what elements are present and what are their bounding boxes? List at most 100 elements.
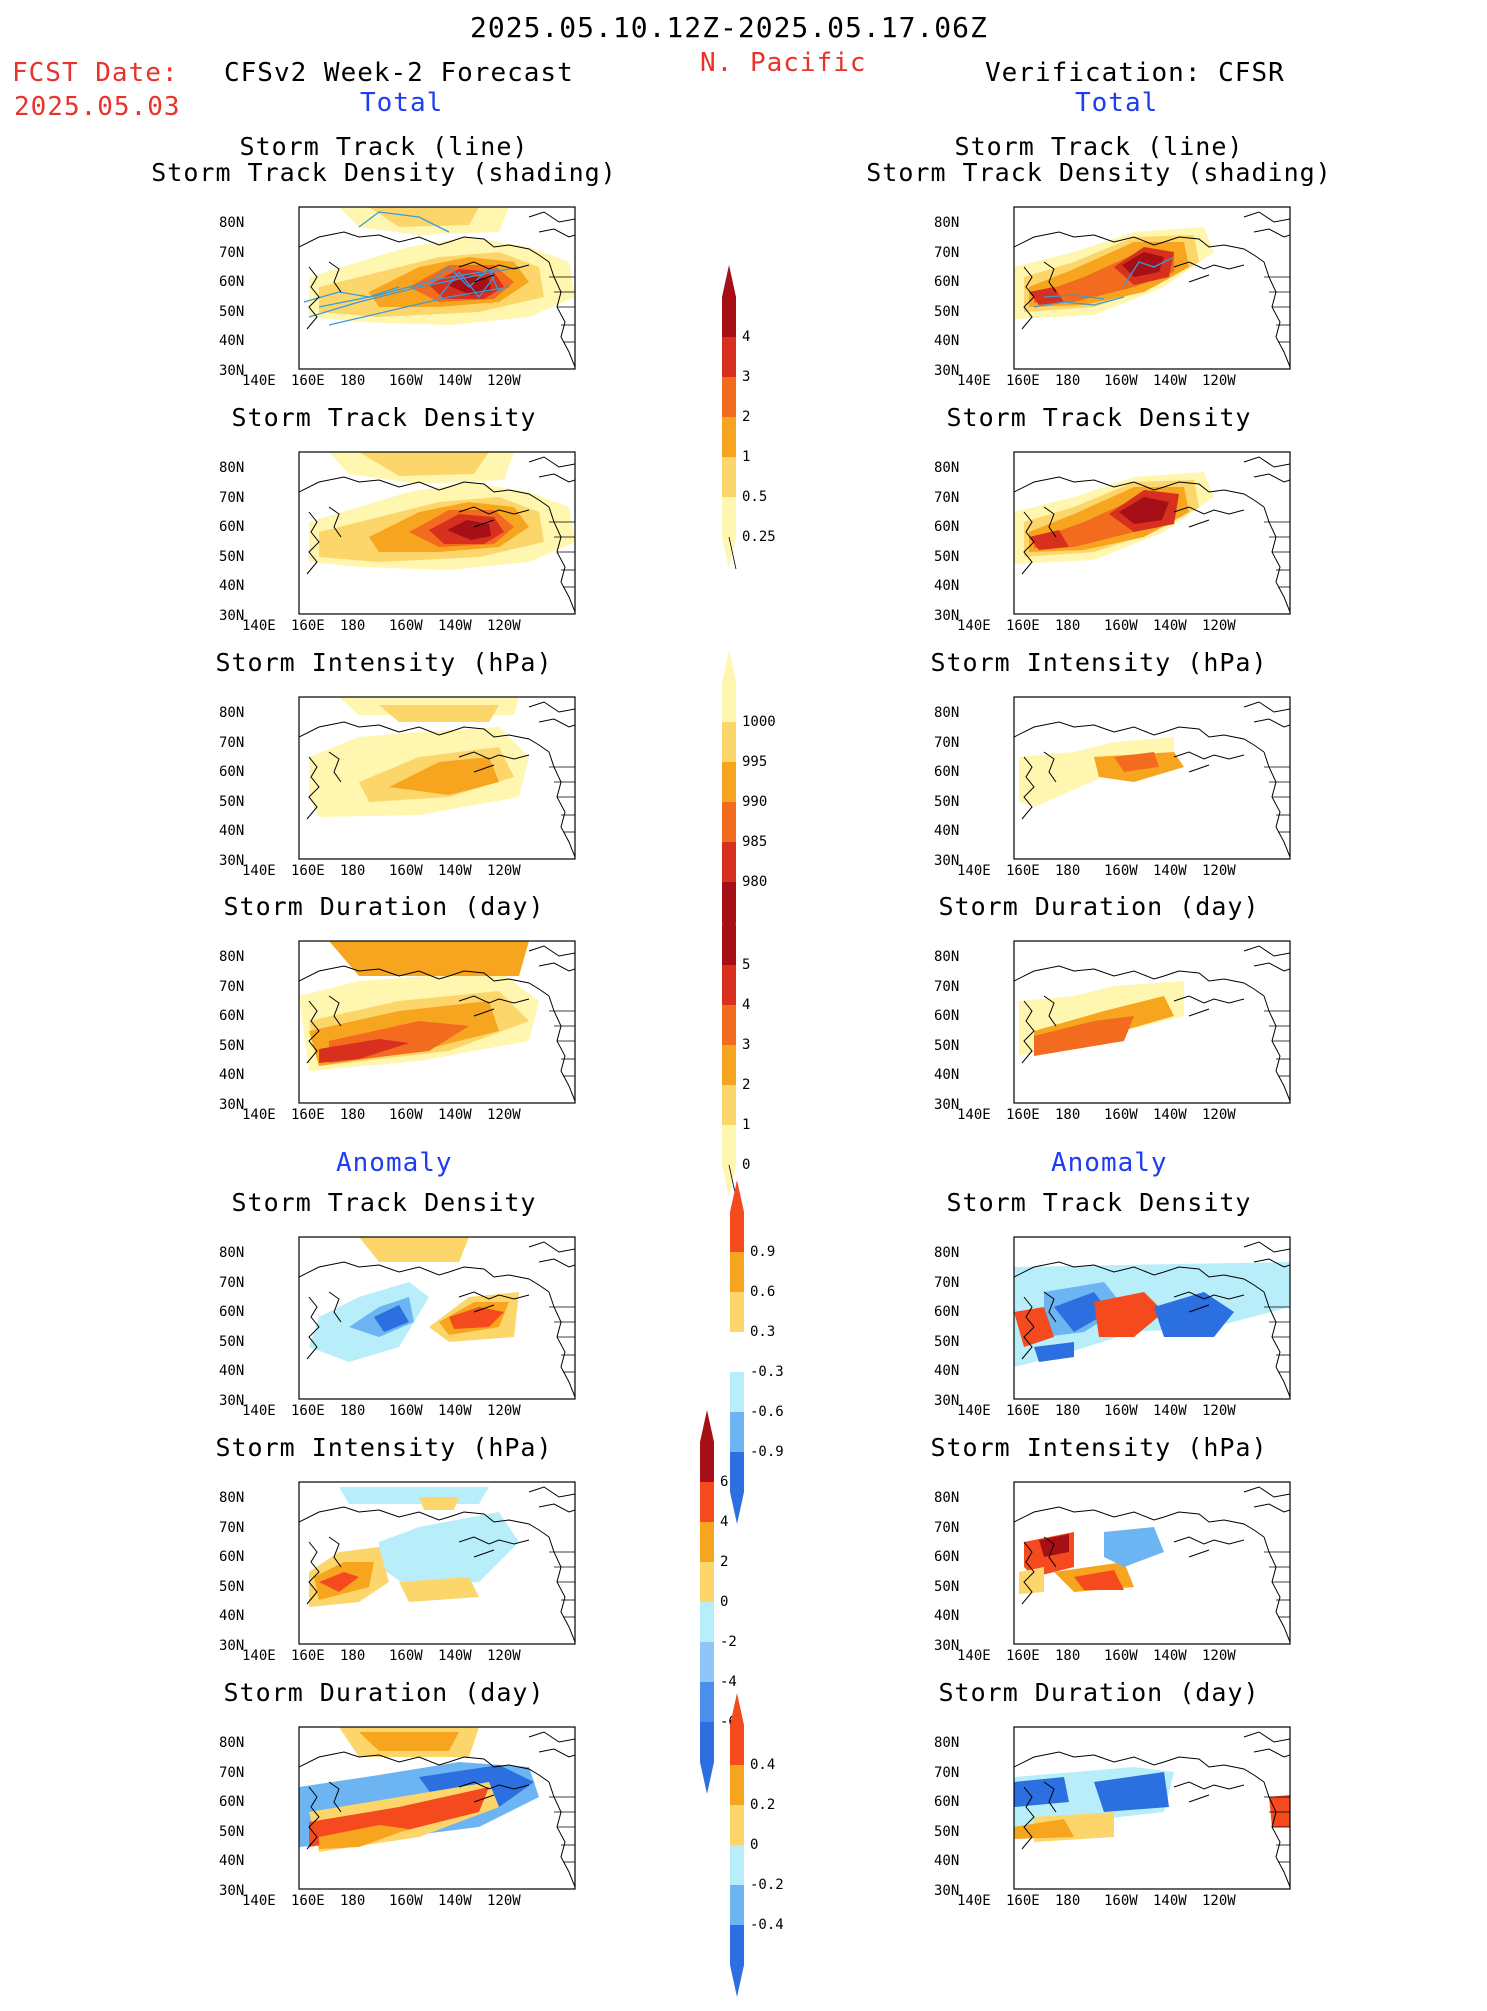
lat-tick-label: 80N xyxy=(219,1490,245,1506)
lat-tick-label: 40N xyxy=(219,823,245,839)
colorbar-duration: 5 4 3 2 1 0 xyxy=(722,893,752,1211)
lat-tick-label: 60N xyxy=(219,764,245,780)
lat-tick-label: 70N xyxy=(219,1764,245,1781)
lat-tick-label: 30N xyxy=(219,362,245,379)
map-right-track: 80N 70N 60N 50N 40N 30N 140E 160E 180 160W 140W 120… xyxy=(934,197,1291,389)
lon-tick-label: 180 xyxy=(340,1893,366,1909)
fcst-date-value: 2025.05.03 xyxy=(14,92,181,122)
lat-tick-label: 60N xyxy=(219,1008,245,1024)
lat-tick-label: 40N xyxy=(934,578,960,594)
lon-tick-label: 120W xyxy=(1202,373,1236,389)
lat-tick-label: 50N xyxy=(934,303,960,320)
colorbar-tick-label: -2 xyxy=(720,1634,737,1650)
lon-tick-label: 120W xyxy=(1202,1107,1236,1123)
colorbar-tick-label: -0.4 xyxy=(750,1917,784,1933)
map-left-anom-duration: 80N 70N 60N 50N 40N 30N 140E 160E 180 160W 140W 120… xyxy=(219,1717,576,1909)
lat-tick-label: 40N xyxy=(219,1067,245,1083)
map-right-anom-duration: 80N 70N 60N 50N 40N 30N 140E 160E 180 160W 140W 120… xyxy=(934,1717,1291,1909)
map-right-anom-intensity: 80N 70N 60N 50N 40N 30N 140E 160E 180 160W 140W 120… xyxy=(934,1472,1291,1664)
lon-tick-label: 160E xyxy=(1006,373,1040,389)
left-column-title: CFSv2 Week-2 Forecast xyxy=(224,58,574,88)
lat-tick-label: 80N xyxy=(219,949,245,965)
lat-tick-label: 60N xyxy=(219,274,245,290)
lat-tick-label: 40N xyxy=(219,333,245,349)
left-title-density: Storm Track Density xyxy=(231,403,537,432)
lon-tick-label: 140E xyxy=(242,1893,276,1909)
lat-tick-label: 80N xyxy=(219,1735,245,1751)
map-right-anom-density: 80N 70N 60N 50N 40N 30N 140E 160E 180 160W 140W 120… xyxy=(934,1227,1291,1419)
lat-tick-label: 50N xyxy=(934,1037,960,1054)
lat-tick-label: 60N xyxy=(934,764,960,780)
lon-tick-label: 140E xyxy=(957,1648,991,1664)
colorbar-tick-label: 1 xyxy=(742,1117,751,1133)
colorbar-tick-label: 5 xyxy=(742,957,751,973)
lat-tick-label: 70N xyxy=(934,978,960,995)
lon-tick-label: 140E xyxy=(957,1893,991,1909)
lat-tick-label: 60N xyxy=(219,519,245,535)
lat-tick-label: 60N xyxy=(219,1304,245,1320)
colorbar-tick-label: 990 xyxy=(742,794,768,810)
lon-tick-label: 180 xyxy=(1055,863,1081,879)
colorbar-tick-label: -0.3 xyxy=(750,1364,784,1380)
map-right-intensity: 80N 70N 60N 50N 40N 30N 140E 160E 180 160W 140W 120… xyxy=(934,687,1291,879)
map-right-duration: 80N 70N 60N 50N 40N 30N 140E 160E 180 160W 140W 120… xyxy=(934,931,1291,1123)
lon-tick-label: 180 xyxy=(1055,1107,1081,1123)
lat-tick-label: 70N xyxy=(934,1764,960,1781)
lon-tick-label: 180 xyxy=(1055,1648,1081,1664)
lat-tick-label: 60N xyxy=(934,519,960,535)
lon-tick-label: 140E xyxy=(957,1403,991,1419)
lon-tick-label: 120W xyxy=(487,618,521,634)
lon-tick-label: 120W xyxy=(1202,1403,1236,1419)
lat-tick-label: 60N xyxy=(934,1549,960,1565)
colorbar-tick-label: 0.25 xyxy=(742,529,776,545)
left-title-anom-density: Storm Track Density xyxy=(231,1188,537,1217)
lon-tick-label: 160W xyxy=(389,1648,423,1664)
colorbar-tick-label: 1 xyxy=(742,449,751,465)
lon-tick-label: 120W xyxy=(1202,1648,1236,1664)
lon-tick-label: 140W xyxy=(1153,1107,1187,1123)
lat-tick-label: 60N xyxy=(219,1794,245,1810)
right-title-density: Storm Track Density xyxy=(946,403,1252,432)
left-anomaly-label: Anomaly xyxy=(336,1148,453,1178)
colorbar-tick-label: 4 xyxy=(720,1514,729,1530)
colorbar-tick-label: 0.2 xyxy=(750,1797,776,1813)
colorbar-tick-label: 0.9 xyxy=(750,1244,776,1260)
lat-tick-label: 40N xyxy=(934,333,960,349)
colorbar-anom-density: 0.9 0.6 0.3 -0.3 -0.6 -0.9 xyxy=(730,1180,784,1538)
lat-tick-label: 50N xyxy=(219,1333,245,1350)
lat-tick-label: 40N xyxy=(934,1067,960,1083)
lon-tick-label: 160E xyxy=(1006,1107,1040,1123)
lon-tick-label: 160E xyxy=(1006,618,1040,634)
colorbar-tick-label: 980 xyxy=(742,874,768,890)
lat-tick-label: 70N xyxy=(219,978,245,995)
right-title-anom-duration: Storm Duration (day) xyxy=(938,1678,1260,1707)
right-title-intensity: Storm Intensity (hPa) xyxy=(930,648,1268,677)
lon-tick-label: 160W xyxy=(1104,1648,1138,1664)
lat-tick-label: 40N xyxy=(219,1853,245,1869)
lon-tick-label: 160W xyxy=(389,863,423,879)
colorbar-tick-label: -0.6 xyxy=(750,1404,784,1420)
lon-tick-label: 160W xyxy=(1104,863,1138,879)
lon-tick-label: 180 xyxy=(1055,1893,1081,1909)
lon-tick-label: 160W xyxy=(389,618,423,634)
colorbar-tick-label: 3 xyxy=(742,369,751,385)
lat-tick-label: 60N xyxy=(934,1794,960,1810)
lat-tick-label: 70N xyxy=(934,1274,960,1291)
right-title-anom-density: Storm Track Density xyxy=(946,1188,1252,1217)
region-label: N. Pacific xyxy=(700,48,867,78)
map-left-track: 80N 70N 60N 50N 40N 30N 140E 160E 180 160W 140W 120… xyxy=(219,197,576,389)
lat-tick-label: 50N xyxy=(219,793,245,810)
period-title: 2025.05.10.12Z-2025.05.17.06Z xyxy=(470,11,988,44)
lon-tick-label: 160E xyxy=(291,1403,325,1419)
lat-tick-label: 70N xyxy=(934,489,960,506)
right-title-anom-intensity: Storm Intensity (hPa) xyxy=(930,1433,1268,1462)
colorbar-tick-label: 3 xyxy=(742,1037,751,1053)
lat-tick-label: 50N xyxy=(934,1333,960,1350)
lat-tick-label: 80N xyxy=(219,705,245,721)
lon-tick-label: 160E xyxy=(1006,863,1040,879)
lat-tick-label: 70N xyxy=(934,734,960,751)
lat-tick-label: 50N xyxy=(934,548,960,565)
lon-tick-label: 140W xyxy=(438,1648,472,1664)
lat-tick-label: 60N xyxy=(934,1008,960,1024)
lat-tick-label: 30N xyxy=(934,852,960,869)
